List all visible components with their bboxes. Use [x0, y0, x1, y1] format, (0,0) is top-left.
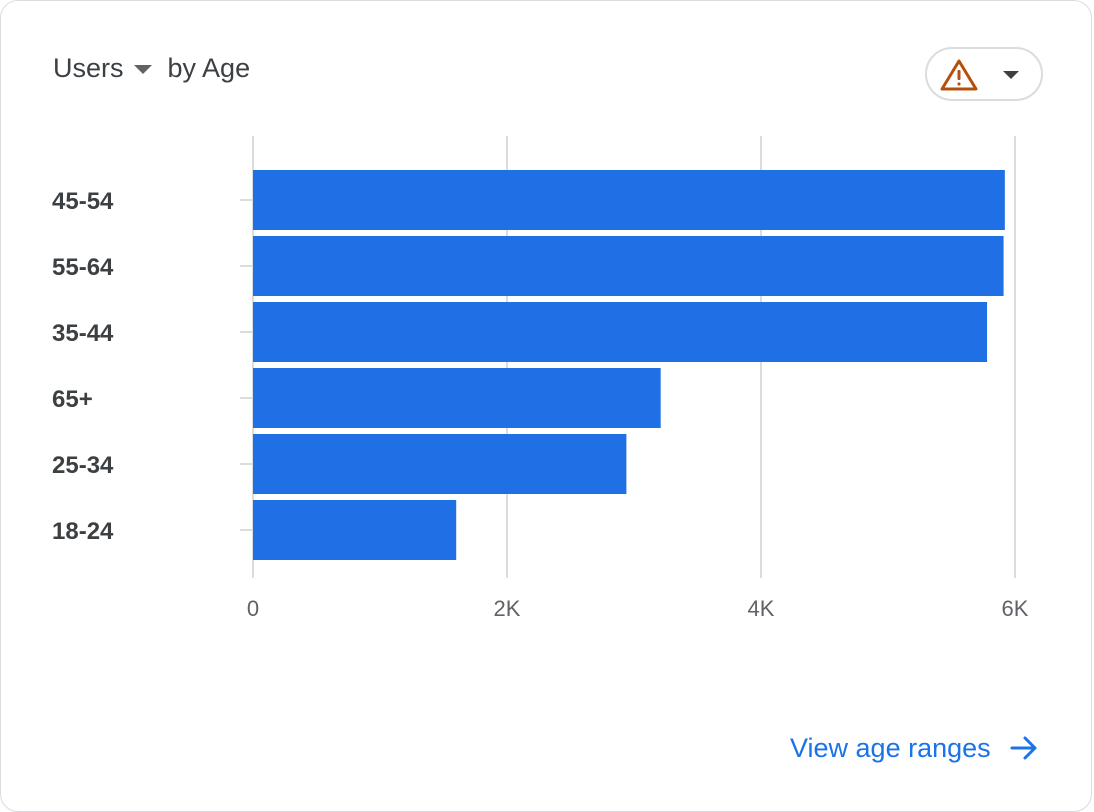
category-label: 25-34 [52, 452, 114, 479]
card-title: Users by Age [53, 49, 250, 87]
bar[interactable] [253, 368, 661, 428]
category-label: 45-54 [52, 188, 114, 215]
x-tick-label: 0 [247, 596, 259, 621]
category-label: 55-64 [52, 254, 114, 281]
bar[interactable] [253, 170, 1005, 230]
x-tick-labels: 0 2K 4K 6K [247, 596, 1029, 621]
view-age-ranges-link[interactable]: View age ranges [790, 728, 1039, 768]
metric-selector[interactable]: Users [53, 53, 168, 84]
metric-label: Users [53, 52, 124, 83]
warning-chip-button[interactable] [925, 47, 1043, 101]
warning-triangle-icon [940, 59, 978, 91]
category-label: 18-24 [52, 518, 114, 545]
bar[interactable] [253, 236, 1004, 296]
arrow-right-icon [1010, 736, 1037, 760]
age-bar-chart: 45-54 55-64 35-44 65+ 25-34 18-24 0 2K 4K 6K [52, 136, 1029, 621]
category-labels: 45-54 55-64 35-44 65+ 25-34 18-24 [52, 188, 114, 545]
bar[interactable] [253, 434, 627, 494]
caret-down-icon [133, 64, 152, 74]
x-tick-label: 2K [494, 596, 521, 621]
chevron-down-icon [1003, 71, 1019, 79]
dimension-label: by Age [167, 52, 251, 83]
link-label: View age ranges [790, 732, 991, 763]
bar[interactable] [253, 500, 457, 560]
x-tick-label: 4K [748, 596, 775, 621]
category-label: 65+ [52, 386, 93, 413]
category-label: 35-44 [52, 320, 114, 347]
bar[interactable] [253, 302, 988, 362]
bars [253, 170, 1005, 560]
x-tick-label: 6K [1002, 596, 1029, 621]
